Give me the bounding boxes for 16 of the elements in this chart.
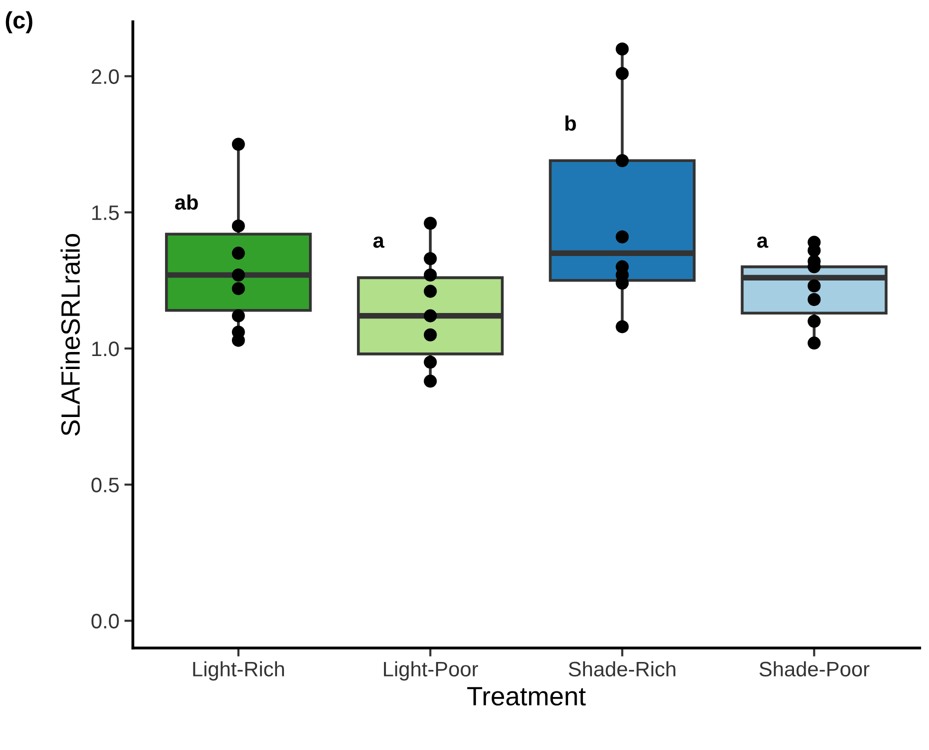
annotation: a <box>757 236 768 248</box>
x-tick-label: Light-Rich <box>193 661 284 681</box>
x-tick-label: Shade-Rich <box>568 661 676 676</box>
x-tick-label: Light-Poor <box>384 661 478 681</box>
y-tick-label: 1.0 <box>92 341 119 356</box>
chart-title: (c) <box>6 11 32 34</box>
x-axis-title: Treatment <box>467 687 586 706</box>
annotation: a <box>373 236 384 248</box>
annotation: b <box>565 116 576 131</box>
y-axis-title: SLAFineSRLratio <box>60 234 80 436</box>
y-tick-label: 0.0 <box>92 614 119 629</box>
y-tick-label: 1.5 <box>92 206 119 220</box>
y-tick-label: 2.0 <box>92 69 119 84</box>
annotation: ab <box>175 194 198 210</box>
y-tick-label: 0.5 <box>92 478 119 492</box>
x-tick-label: Shade-Poor <box>760 661 870 676</box>
